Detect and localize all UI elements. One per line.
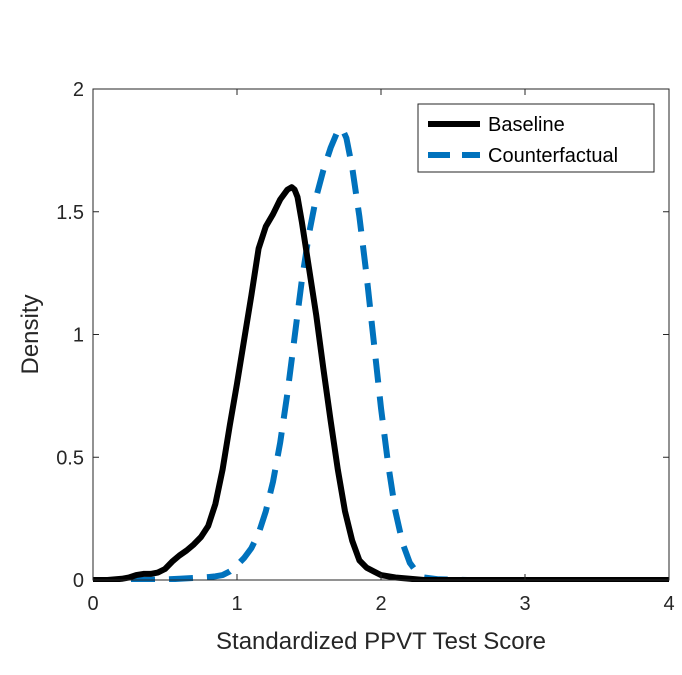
axis-ticks: 0 1 2 3 4 0 0.5 1 1.5 2 (56, 79, 674, 615)
legend-box (417, 103, 655, 173)
y-tick-label: 1.5 (56, 202, 84, 224)
x-tick-label: 0 (87, 593, 98, 615)
legend: Baseline Counterfactual (417, 103, 655, 173)
x-axis-title: Standardized PPVT Test Score (216, 628, 546, 655)
series-line-baseline (93, 184, 669, 582)
x-tick-label: 1 (231, 593, 242, 615)
y-tick-label: 0.5 (56, 447, 84, 469)
y-tick-label: 1 (73, 325, 84, 347)
y-tick-label: 2 (73, 79, 84, 101)
x-tick-label: 4 (663, 593, 674, 615)
plot-area (93, 125, 669, 582)
series-line-counterfactual (93, 125, 669, 582)
legend-label-counterfactual: Counterfactual (488, 145, 618, 167)
y-axis-title: Density (17, 294, 44, 374)
y-tick-label: 0 (73, 570, 84, 592)
x-tick-label: 2 (375, 593, 386, 615)
x-tick-label: 3 (519, 593, 530, 615)
legend-label-baseline: Baseline (488, 114, 565, 136)
